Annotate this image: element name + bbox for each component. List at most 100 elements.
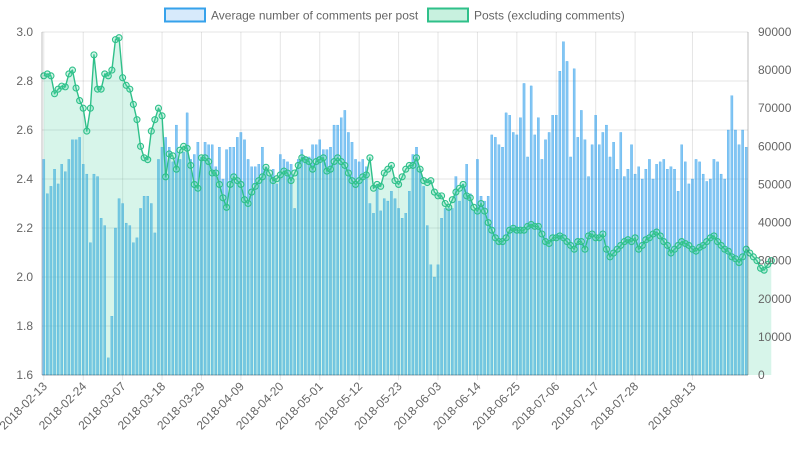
bar[interactable]: [200, 156, 203, 376]
line-point[interactable]: [663, 241, 671, 249]
bar[interactable]: [110, 316, 114, 376]
line-point[interactable]: [61, 83, 69, 91]
line-point[interactable]: [266, 169, 274, 177]
line-point[interactable]: [68, 66, 77, 74]
bar[interactable]: [368, 203, 372, 376]
bar[interactable]: [641, 178, 644, 376]
bar[interactable]: [150, 203, 153, 376]
line-point[interactable]: [83, 127, 91, 135]
line-point[interactable]: [86, 104, 94, 112]
line-point[interactable]: [341, 161, 349, 169]
bar[interactable]: [46, 193, 49, 376]
line-point[interactable]: [488, 226, 496, 234]
line-point[interactable]: [570, 245, 578, 253]
bar[interactable]: [81, 164, 85, 376]
line-point[interactable]: [767, 257, 775, 265]
line-point[interactable]: [309, 165, 317, 173]
bar[interactable]: [709, 178, 712, 376]
line-point[interactable]: [212, 169, 220, 177]
bar[interactable]: [99, 218, 103, 376]
bar[interactable]: [92, 173, 96, 376]
bar[interactable]: [196, 142, 200, 376]
line-point[interactable]: [373, 180, 381, 188]
bar[interactable]: [687, 183, 691, 376]
bar[interactable]: [483, 200, 486, 376]
bar[interactable]: [53, 169, 56, 376]
bar[interactable]: [135, 237, 139, 376]
line-point[interactable]: [226, 180, 234, 188]
bar[interactable]: [182, 151, 185, 376]
line-point[interactable]: [298, 154, 306, 162]
bar[interactable]: [676, 191, 680, 376]
bar[interactable]: [89, 242, 92, 376]
bar[interactable]: [562, 41, 565, 376]
bar[interactable]: [576, 137, 580, 376]
line-point[interactable]: [76, 97, 84, 105]
line-point[interactable]: [262, 163, 270, 171]
line-point[interactable]: [416, 165, 424, 173]
bar[interactable]: [619, 132, 623, 376]
line-point[interactable]: [316, 156, 324, 164]
line-point[interactable]: [312, 158, 320, 166]
line-point[interactable]: [739, 253, 747, 261]
bar[interactable]: [633, 173, 637, 376]
bar[interactable]: [56, 183, 60, 376]
bar[interactable]: [490, 134, 494, 376]
bar[interactable]: [71, 139, 74, 376]
line-point[interactable]: [323, 167, 331, 175]
bar[interactable]: [454, 176, 458, 376]
bar[interactable]: [228, 146, 232, 376]
bar[interactable]: [243, 139, 246, 376]
bar[interactable]: [64, 171, 67, 376]
bar[interactable]: [744, 146, 748, 376]
line-point[interactable]: [362, 171, 370, 179]
line-point[interactable]: [326, 165, 335, 173]
line-point[interactable]: [602, 245, 610, 253]
line-point[interactable]: [728, 253, 736, 261]
line-point[interactable]: [753, 257, 761, 265]
bar[interactable]: [630, 144, 633, 376]
line-point[interactable]: [405, 161, 413, 169]
bar[interactable]: [544, 139, 547, 376]
bar[interactable]: [486, 195, 490, 376]
bar[interactable]: [393, 198, 397, 376]
bar[interactable]: [175, 124, 178, 376]
bar[interactable]: [433, 276, 436, 376]
bar[interactable]: [78, 137, 81, 376]
bar[interactable]: [533, 134, 537, 376]
line-point[interactable]: [344, 169, 352, 177]
line-point[interactable]: [484, 219, 492, 227]
bar[interactable]: [296, 159, 300, 376]
bar[interactable]: [397, 208, 400, 376]
bar[interactable]: [644, 169, 648, 376]
bar[interactable]: [354, 159, 357, 376]
line-point[interactable]: [412, 154, 421, 162]
bar[interactable]: [189, 159, 192, 376]
bar[interactable]: [451, 208, 454, 376]
bar[interactable]: [236, 137, 239, 376]
bar[interactable]: [701, 173, 705, 376]
bar[interactable]: [314, 144, 318, 376]
bar[interactable]: [716, 161, 719, 376]
line-point[interactable]: [574, 238, 582, 246]
line-point[interactable]: [283, 169, 292, 177]
line-point[interactable]: [409, 161, 417, 169]
bar[interactable]: [142, 195, 146, 376]
bar[interactable]: [261, 146, 264, 376]
line-point[interactable]: [291, 169, 299, 177]
line-point[interactable]: [137, 142, 145, 150]
line-point[interactable]: [556, 232, 564, 240]
bar[interactable]: [658, 161, 662, 376]
line-point[interactable]: [434, 192, 442, 200]
bar[interactable]: [375, 186, 379, 376]
bar[interactable]: [400, 218, 404, 376]
bar[interactable]: [74, 139, 78, 376]
line-point[interactable]: [269, 177, 277, 185]
bar[interactable]: [178, 159, 182, 376]
bar[interactable]: [615, 169, 619, 376]
line-point[interactable]: [541, 238, 550, 246]
line-point[interactable]: [101, 70, 109, 78]
bar[interactable]: [121, 203, 124, 376]
line-point[interactable]: [481, 207, 489, 215]
line-point[interactable]: [706, 234, 714, 242]
